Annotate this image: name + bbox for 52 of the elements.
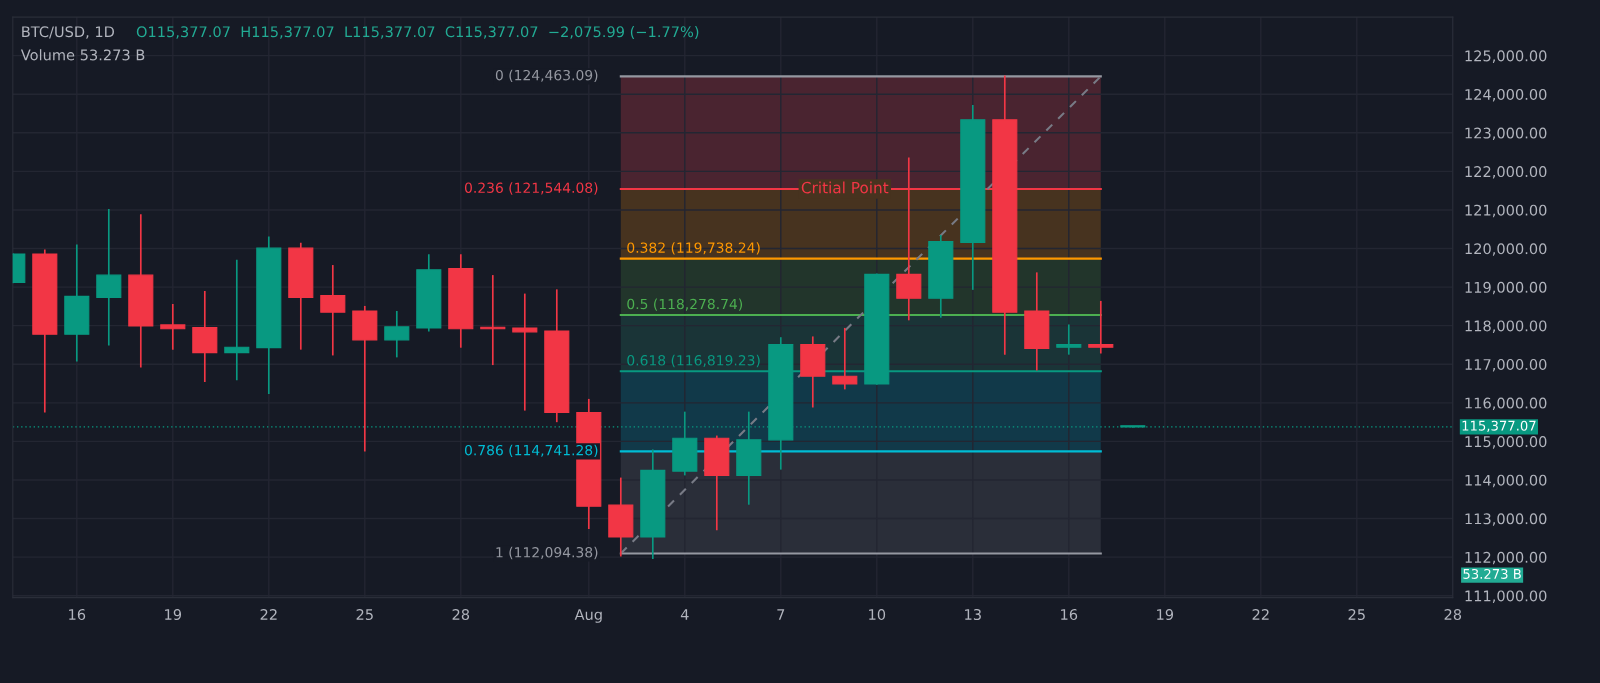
y-tick-label: 112,000.00 (1465, 551, 1547, 565)
x-tick-label: 25 (1348, 608, 1365, 621)
x-tick-label: 22 (260, 608, 277, 620)
candlestick (1056, 324, 1082, 355)
candlestick (320, 265, 346, 356)
ref-line-label: 0.618 (116,819.23) (627, 354, 760, 368)
y-tick-label: 123,000.00 (1465, 127, 1547, 141)
candlestick (832, 327, 858, 390)
y-tick-label: 118,000.00 (1465, 320, 1547, 333)
y-tick-label: 114,000.00 (1465, 474, 1547, 488)
x-tick-label: 28 (1444, 608, 1462, 621)
ref-line-label: 0 (124,463.09) (495, 69, 598, 83)
x-tick-label: 28 (452, 608, 470, 621)
x-tick-label: 16 (1061, 608, 1078, 621)
y-tick-label: 115,000.00 (1465, 436, 1547, 449)
candlestick (384, 310, 410, 358)
x-tick-label: 13 (965, 608, 981, 621)
y-tick-label: 116,000.00 (1465, 397, 1547, 411)
ref-line-label: 0.5 (118,278.74) (627, 298, 743, 311)
y-tick-label: 119,000.00 (1465, 281, 1547, 295)
candlestick (224, 259, 250, 381)
text: O115,377.07 H115,377.07 L115,377.07 C115,377.07 −2,075.99 (−1.77%) (136, 25, 699, 39)
ref-line-label: 0.382 (119,738.24) (627, 242, 760, 255)
x-tick-label: 19 (1157, 608, 1174, 621)
candlestick (160, 304, 186, 350)
candlestick (512, 293, 538, 411)
ref-line-label: 115,377.07 (1462, 420, 1536, 433)
y-tick-label: 113,000.00 (1465, 513, 1547, 526)
annotation: Volume 53.273 B (20, 49, 145, 61)
y-tick-label: 124,000.00 (1465, 88, 1547, 102)
y-tick-label: 117,000.00 (1465, 358, 1547, 372)
x-tick-label: 16 (69, 608, 86, 621)
y-tick-label: 122,000.00 (1465, 166, 1547, 179)
x-tick-label: 10 (869, 608, 886, 621)
y-tick-label: 120,000.00 (1465, 243, 1547, 256)
x-tick-label: 7 (777, 609, 785, 620)
ref-line-label: 1 (112,094.38) (496, 546, 598, 560)
candlestick (96, 209, 122, 346)
y-tick-label: 125,000.00 (1465, 50, 1547, 63)
candlestick (1088, 300, 1114, 354)
text: 53.273 B (1463, 568, 1521, 579)
x-tick-label: 22 (1252, 608, 1269, 620)
x-tick-label: 19 (165, 608, 182, 621)
x-tick-label: Aug (574, 609, 602, 623)
y-tick-label: 111,000.00 (1465, 590, 1547, 603)
x-tick-label: 25 (356, 608, 373, 621)
ref-line-label: 0.786 (114,741.28) (464, 444, 598, 458)
text: BTC/USD, 1D (22, 26, 115, 39)
x-tick-label: 4 (680, 609, 689, 620)
ref-line-label: 0.236 (121,544.08) (464, 182, 598, 195)
annotation: Critial Point (801, 181, 889, 194)
y-tick-label: 121,000.00 (1465, 204, 1547, 218)
